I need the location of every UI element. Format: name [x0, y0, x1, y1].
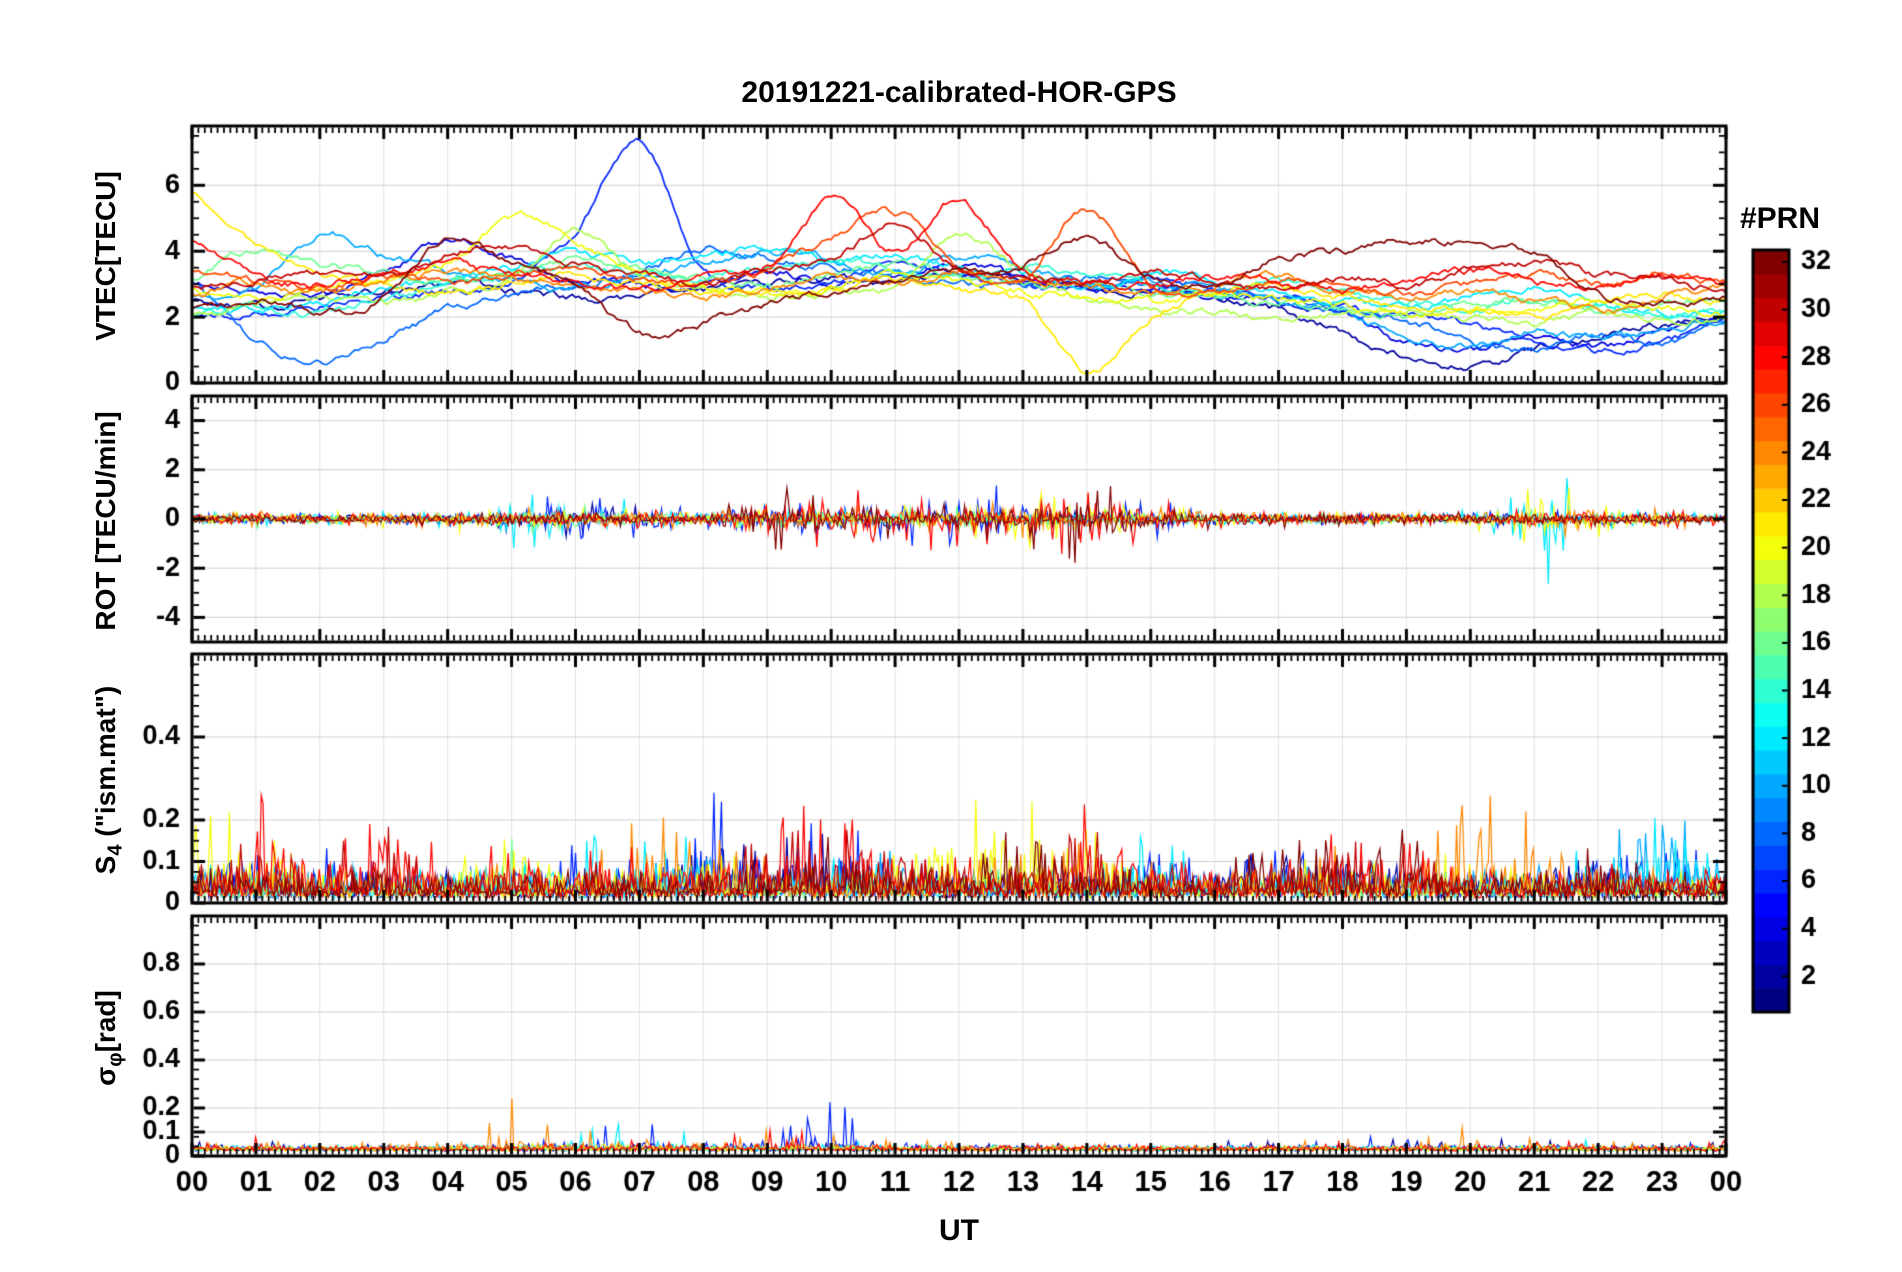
- x-axis-label: UT: [939, 1214, 979, 1247]
- sigma-symbol: σ: [90, 1066, 121, 1086]
- s4-suffix: ("ism.mat"): [90, 685, 121, 845]
- y-axis-label-sigma-phi: σφ[rad]: [90, 858, 130, 1218]
- chart-title: 20191221-calibrated-HOR-GPS: [741, 76, 1177, 109]
- sigma-suffix: [rad]: [90, 990, 121, 1053]
- phi-subscript: φ: [104, 1052, 127, 1067]
- s4-subscript: 4: [104, 844, 127, 856]
- colorbar-label: #PRN: [1739, 202, 1821, 235]
